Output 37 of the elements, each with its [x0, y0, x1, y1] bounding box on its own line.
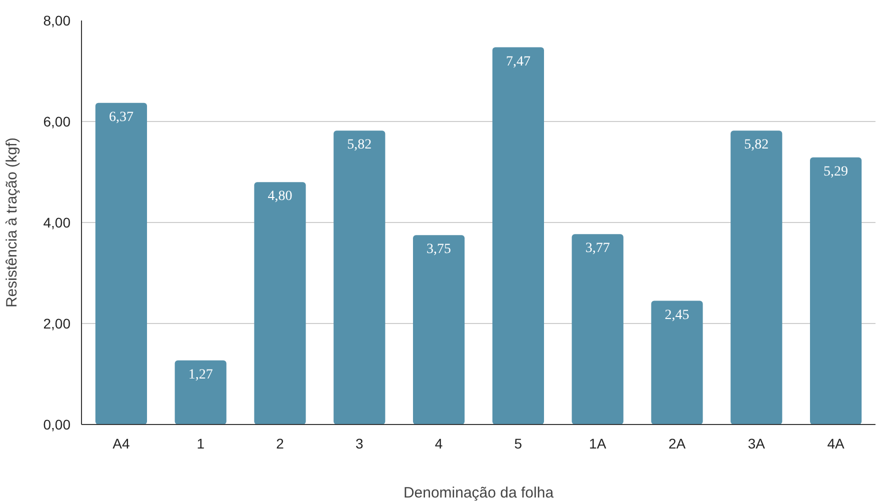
- bar: [95, 102, 148, 424]
- x-tick-label: 1A: [589, 436, 607, 452]
- y-tick-label: 6,00: [43, 114, 71, 130]
- bar: [254, 182, 306, 424]
- x-axis-title: Denominação da folha: [403, 484, 554, 502]
- data-label: 2,45: [664, 308, 690, 323]
- x-tick-label: 5: [514, 436, 522, 452]
- x-tick-label: 2A: [668, 436, 686, 452]
- bar: [572, 234, 624, 424]
- x-tick-label: 3: [356, 436, 364, 452]
- x-tick-label: 1: [196, 436, 205, 452]
- y-tick-label: 2,00: [43, 316, 71, 332]
- bar: [492, 47, 544, 424]
- bar: [174, 360, 226, 424]
- data-label: 6,37: [108, 110, 134, 125]
- x-tick-label: 2: [276, 436, 284, 452]
- data-label: 7,47: [506, 54, 530, 70]
- y-axis-title: Resistência à tração (kgf): [3, 137, 20, 308]
- bar: [730, 130, 782, 424]
- bar: [810, 157, 862, 424]
- y-tick-label: 8,00: [43, 12, 71, 28]
- x-tick-label: A4: [112, 436, 130, 452]
- data-label: 4,80: [268, 189, 292, 204]
- data-label: 3,77: [585, 241, 610, 256]
- y-tick-label: 4,00: [43, 214, 71, 230]
- data-label: 5,29: [824, 164, 848, 180]
- x-tick-label: 3A: [748, 436, 766, 452]
- y-tick-label: 0,00: [43, 416, 71, 432]
- data-label: 3,75: [426, 242, 452, 258]
- data-label: 1,27: [188, 367, 213, 382]
- bar: [334, 130, 386, 424]
- bar: [412, 235, 465, 424]
- x-tick-label: 4: [434, 436, 443, 452]
- x-tick-label: 4A: [827, 436, 846, 452]
- bar: [651, 300, 703, 424]
- data-label: 5,82: [347, 138, 372, 153]
- data-label: 5,82: [744, 138, 769, 153]
